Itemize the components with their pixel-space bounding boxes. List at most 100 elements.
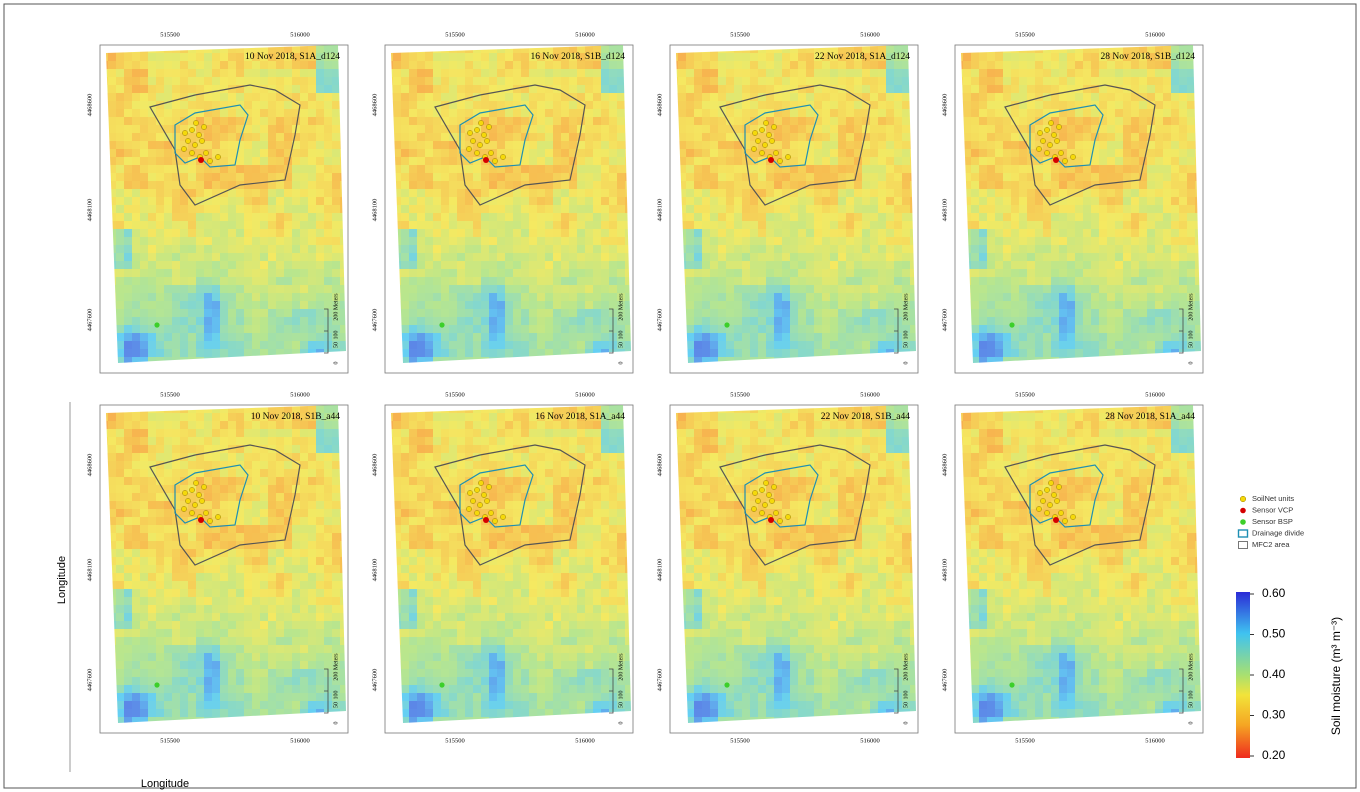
scale-label: 100 <box>1188 331 1194 340</box>
legend-label: SoilNet units <box>1252 494 1294 503</box>
soilnet-unit <box>1036 146 1041 151</box>
scale-label: 100 <box>333 691 339 700</box>
y-tick-label: 4468600 <box>86 94 93 117</box>
y-tick-label: 4468100 <box>371 559 378 582</box>
raster <box>670 405 926 733</box>
soilnet-unit <box>769 138 774 143</box>
x-tick-label: 516000 <box>290 391 310 398</box>
soilnet-unit <box>474 127 479 132</box>
soilnet-unit <box>1070 154 1075 159</box>
x-tick-label: 516000 <box>1145 737 1165 744</box>
y-tick-label: 4467600 <box>941 309 948 332</box>
soilnet-unit <box>1040 138 1045 143</box>
scale-label: 50 <box>903 342 909 348</box>
raster <box>670 45 926 373</box>
y-tick-label: 4468600 <box>371 94 378 117</box>
soilnet-unit <box>1048 480 1053 485</box>
sensor-bsp <box>724 322 729 327</box>
y-tick-label: 4468600 <box>371 454 378 477</box>
y-tick-label: 4467600 <box>656 669 663 692</box>
soilnet-unit <box>466 146 471 151</box>
x-tick-label: 515500 <box>1015 391 1035 398</box>
y-tick-label: 4468100 <box>941 199 948 222</box>
scale-label: 100 <box>618 691 624 700</box>
soilnet-unit <box>192 142 197 147</box>
panel-title: 22 Nov 2018, S1A_d124 <box>815 52 910 62</box>
soilnet-unit <box>1058 510 1063 515</box>
soilnet-unit <box>189 510 194 515</box>
y-tick-label: 4468100 <box>941 559 948 582</box>
sensor-vcp <box>1053 517 1059 523</box>
raster-texture <box>100 45 356 373</box>
colorbar-label: Soil moisture (m³ m⁻³) <box>1329 617 1343 735</box>
scale-label: 50 <box>1188 342 1194 348</box>
y-tick-label: 4467600 <box>941 669 948 692</box>
soilnet-unit <box>470 498 475 503</box>
scale-label: 200 Meters <box>1188 653 1194 681</box>
panel-title: 10 Nov 2018, S1A_d124 <box>245 52 340 62</box>
sensor-vcp <box>1053 157 1059 163</box>
x-tick-label: 515500 <box>160 31 180 38</box>
scale-label: 200 Meters <box>618 653 624 681</box>
sensor-vcp <box>198 517 204 523</box>
x-tick-label: 515500 <box>730 31 750 38</box>
panel-title: 28 Nov 2018, S1A_a44 <box>1105 412 1195 422</box>
x-tick-label: 516000 <box>1145 31 1165 38</box>
scale-label: 0 <box>333 722 339 725</box>
y-tick-label: 4468600 <box>941 94 948 117</box>
soilnet-unit <box>466 506 471 511</box>
x-tick-label: 516000 <box>575 391 595 398</box>
scale-label: 100 <box>333 331 339 340</box>
soilnet-unit <box>766 492 771 497</box>
soilnet-unit <box>201 484 206 489</box>
legend: SoilNet unitsSensor VCPSensor BSPDrainag… <box>1239 494 1305 549</box>
raster-texture <box>385 405 641 733</box>
axis-label: Longitude <box>141 778 189 790</box>
sensor-bsp <box>1009 322 1014 327</box>
panel-title: 10 Nov 2018, S1B_a44 <box>251 412 340 422</box>
soilnet-unit <box>467 490 472 495</box>
soilnet-unit <box>185 138 190 143</box>
soilnet-unit <box>1062 158 1067 163</box>
map-panel: 28 Nov 2018, S1A_a4451550051550051600051… <box>941 391 1211 744</box>
scale-label: 200 Meters <box>333 653 339 681</box>
soilnet-unit <box>1044 510 1049 515</box>
raster-texture <box>670 45 926 373</box>
scale-label: 200 Meters <box>333 293 339 321</box>
sensor-bsp <box>154 682 159 687</box>
soilnet-unit <box>215 154 220 159</box>
legend-symbol <box>1239 530 1248 537</box>
soilnet-unit <box>771 124 776 129</box>
soilnet-unit <box>1037 490 1042 495</box>
soilnet-unit <box>203 150 208 155</box>
y-tick-label: 4468600 <box>656 454 663 477</box>
soilnet-unit <box>1044 487 1049 492</box>
soilnet-unit <box>492 518 497 523</box>
raster <box>100 405 356 733</box>
x-tick-label: 516000 <box>860 737 880 744</box>
soilnet-unit <box>1056 484 1061 489</box>
soilnet-unit <box>1048 120 1053 125</box>
soilnet-unit <box>500 154 505 159</box>
soilnet-unit <box>199 138 204 143</box>
raster-texture <box>670 405 926 733</box>
x-tick-label: 515500 <box>160 391 180 398</box>
soilnet-unit <box>759 510 764 515</box>
soilnet-unit <box>1051 492 1056 497</box>
x-tick-label: 516000 <box>290 737 310 744</box>
soilnet-unit <box>777 518 782 523</box>
legend-label: Drainage divide <box>1252 528 1304 537</box>
soilnet-unit <box>192 502 197 507</box>
scale-label: 200 Meters <box>903 653 909 681</box>
soilnet-unit <box>752 490 757 495</box>
map-panel: 10 Nov 2018, S1B_a4451550051550051600051… <box>86 391 356 744</box>
sensor-bsp <box>154 322 159 327</box>
x-tick-label: 516000 <box>575 31 595 38</box>
soilnet-unit <box>193 120 198 125</box>
soilnet-unit <box>486 484 491 489</box>
panels: 10 Nov 2018, S1A_d124 515500 516000 4468600… <box>86 31 1211 744</box>
soilnet-unit <box>763 480 768 485</box>
soilnet-unit <box>1047 502 1052 507</box>
scale-label: 50 <box>618 702 624 708</box>
soilnet-unit <box>751 506 756 511</box>
